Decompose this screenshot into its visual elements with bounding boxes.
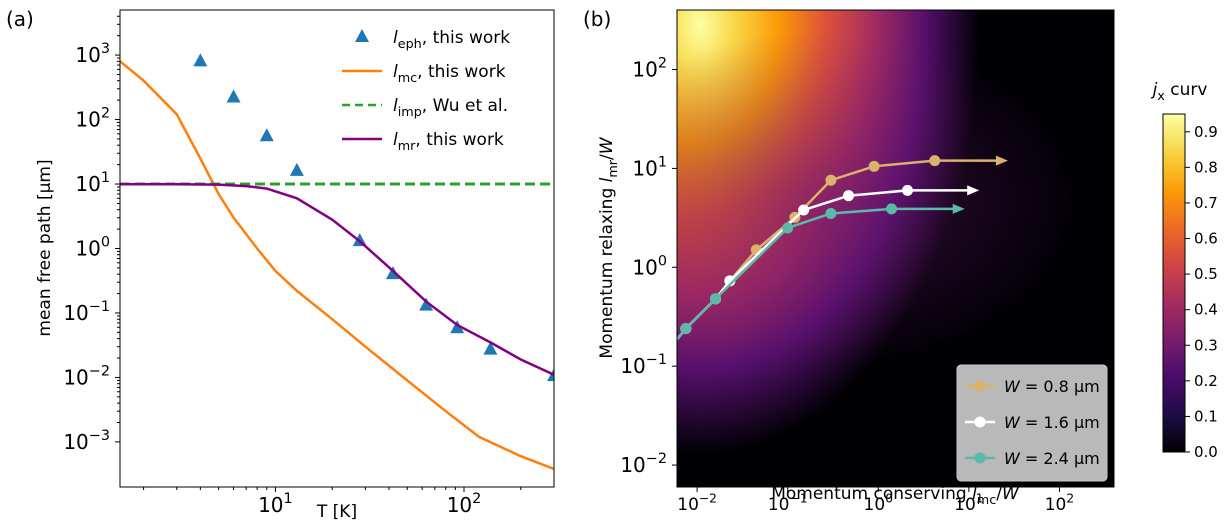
b-xtick-label: 102	[1045, 491, 1074, 515]
b-legend-box	[956, 364, 1108, 482]
panel-b-plot: 10−2 10−2 10−1 10−1 100 100 101 101 102 102 Momen…	[597, 9, 1115, 515]
a-ytick-label: 100	[75, 235, 110, 261]
b-ytick-label: 10−1	[620, 352, 667, 378]
panel-a-plot: 10−3 10−2 10−1 100 101 102 103 101 102 T [K] mea…	[35, 9, 555, 522]
cb-tick-label: 0.1	[1194, 407, 1218, 425]
b-point-2	[825, 207, 837, 219]
cb-tick-label: 0.6	[1194, 230, 1218, 248]
b-legend-label: W = 2.4 μm	[1004, 449, 1100, 468]
colorbar-gradient	[1162, 113, 1186, 453]
panel-b-legend: W = 0.8 μm W = 1.6 μm W = 2.4 μm	[956, 364, 1108, 482]
panel-a-ticks: 10−3 10−2 10−1 100 101 102 103 101 102	[63, 15, 522, 517]
colorbar-ticks: 0.0 0.1 0.2 0.3 0.4 0.5 0.6 0.7 0.8 0.9	[1185, 123, 1218, 461]
b-point-2	[886, 203, 898, 215]
a-legend-label: lmr​, this work	[393, 130, 504, 154]
b-point-2	[680, 323, 692, 335]
b-point-2	[710, 293, 722, 305]
b-point-1	[798, 204, 810, 216]
b-xtick-label: 10−2	[677, 491, 717, 515]
a-eph-marker	[483, 341, 498, 355]
b-legend-label: W = 1.6 μm	[1004, 413, 1100, 432]
a-ytick-label: 103	[75, 41, 110, 67]
a-legend-label: lmc​, this work	[393, 62, 506, 86]
a-eph-marker	[226, 89, 241, 103]
panel-b-series	[677, 155, 1008, 341]
a-legend-label: limp​, Wu et al.	[393, 96, 508, 120]
cb-tick-label: 0.9	[1194, 123, 1218, 141]
panel-b-ylabel: Momentum relaxing lmr​/W	[597, 136, 621, 358]
colorbar-label: jx​ curv	[1151, 80, 1208, 104]
b-xtick-label: 101	[954, 491, 983, 515]
b-legend-label: W = 0.8 μm	[1004, 377, 1100, 396]
panel-a-frame	[119, 9, 555, 488]
cb-tick-label: 0.5	[1194, 265, 1218, 283]
panel-b-label: (b)	[583, 7, 611, 31]
cb-tick-label: 0.3	[1194, 336, 1218, 354]
b-point-0	[929, 155, 941, 167]
a-ytick-label: 10−3	[63, 428, 110, 454]
panel-a-xlabel: T [K]	[316, 502, 357, 522]
cb-tick-label: 0.4	[1194, 301, 1218, 319]
colorbar: 0.0 0.1 0.2 0.3 0.4 0.5 0.6 0.7 0.8 0.9 jx​ curv	[1151, 80, 1218, 461]
a-eph-marker	[289, 162, 304, 176]
a-legend-marker	[355, 29, 369, 42]
cb-tick-label: 0.7	[1194, 194, 1218, 212]
b-legend-marker	[974, 452, 986, 464]
a-eph-marker	[385, 266, 400, 280]
a-eph-marker	[419, 297, 434, 311]
panel-a-legend: leph​, this work lmc​, this work limp​, Wu…	[342, 28, 510, 154]
a-xtick-label: 101	[258, 491, 293, 517]
b-arrowhead-2	[952, 203, 965, 214]
a-ytick-label: 10−1	[63, 299, 110, 325]
panel-a-label: (a)	[6, 7, 34, 31]
a-ytick-label: 102	[75, 106, 110, 132]
b-ytick-label: 102	[632, 56, 667, 82]
b-point-2	[782, 222, 794, 234]
cb-tick-label: 0.2	[1194, 372, 1218, 390]
a-eph-marker	[259, 128, 274, 142]
a-legend-label: leph​, this work	[393, 28, 510, 52]
panel-a-ylabel: mean free path [μm]	[35, 159, 55, 336]
a-series-line-1	[120, 60, 554, 471]
panel-b-frame	[676, 9, 1115, 488]
b-xtick-label: 10−1	[768, 491, 808, 515]
b-arrowhead-0	[995, 155, 1008, 166]
b-legend-marker	[974, 416, 986, 428]
cb-tick-label: 0.0	[1194, 443, 1218, 461]
a-eph-marker	[193, 53, 208, 67]
a-eph-marker	[547, 368, 554, 382]
panel-b-xlabel: Momentum conserving lmc​/W	[771, 484, 1020, 508]
b-point-1	[901, 184, 913, 196]
a-xtick-label: 102	[447, 491, 482, 517]
a-eph-marker	[450, 320, 465, 334]
panel-a-series	[120, 53, 554, 471]
panel-b-ticks: 10−2 10−2 10−1 10−1 100 100 101 101 102 102	[620, 56, 1074, 515]
b-ytick-label: 101	[632, 154, 667, 180]
b-arrowhead-1	[967, 185, 980, 196]
b-point-0	[868, 160, 880, 172]
b-point-0	[825, 174, 837, 186]
b-xtick-label: 100	[864, 491, 893, 515]
a-series-line-3	[120, 183, 554, 376]
a-ytick-label: 101	[75, 170, 110, 196]
b-legend-marker	[974, 380, 986, 392]
b-ytick-label: 100	[632, 253, 667, 279]
b-point-1	[843, 190, 855, 202]
a-ytick-label: 10−2	[63, 363, 110, 389]
b-ytick-label: 10−2	[620, 451, 667, 477]
cb-tick-label: 0.8	[1194, 158, 1218, 176]
